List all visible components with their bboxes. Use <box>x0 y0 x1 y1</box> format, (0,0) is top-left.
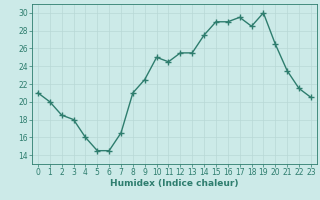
X-axis label: Humidex (Indice chaleur): Humidex (Indice chaleur) <box>110 179 239 188</box>
